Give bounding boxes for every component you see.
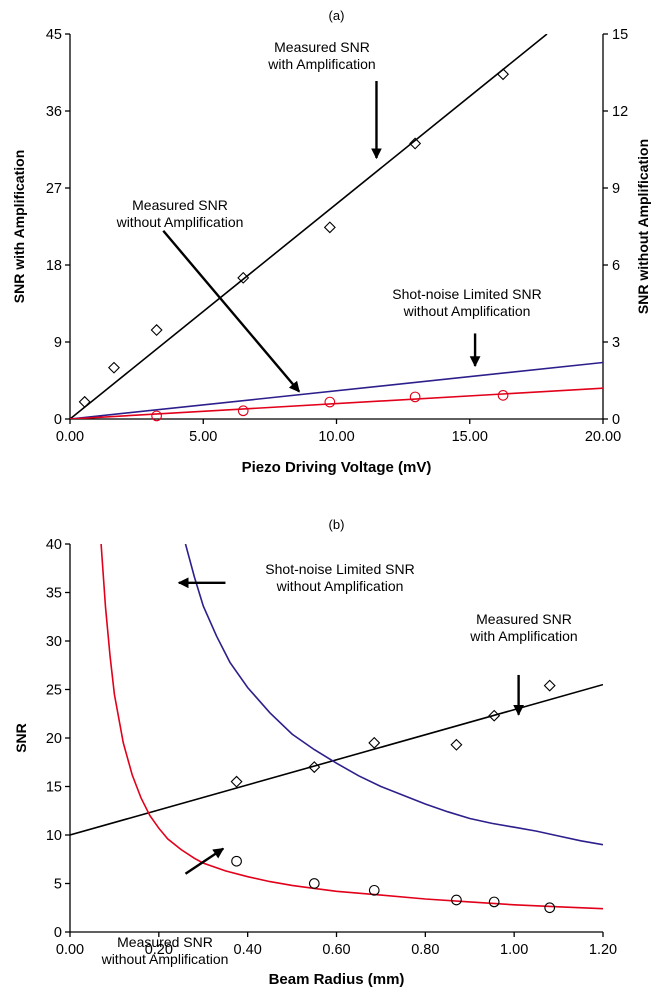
data-point-circle bbox=[151, 410, 162, 422]
data-point-diamond bbox=[78, 395, 91, 408]
y-tick-label: 30 bbox=[46, 634, 62, 650]
y-axis-right-label: SNR without Amplification bbox=[635, 139, 651, 314]
data-point-circle bbox=[488, 896, 500, 908]
y-right-tick-label: 12 bbox=[612, 104, 628, 120]
data-point-diamond bbox=[543, 679, 556, 692]
x-axis-label: Piezo Driving Voltage (mV) bbox=[242, 459, 432, 476]
x-tick-label: 10.00 bbox=[318, 429, 354, 445]
x-tick-label: 1.00 bbox=[500, 942, 528, 958]
y-tick-label: 0 bbox=[54, 412, 62, 428]
x-tick-label: 0.60 bbox=[322, 942, 350, 958]
chart-title: (a) bbox=[329, 8, 345, 23]
annotation-arrow bbox=[184, 847, 225, 875]
y-tick-label: 10 bbox=[46, 828, 62, 844]
annotation-text: without Amplification bbox=[101, 951, 229, 967]
data-point-diamond bbox=[107, 361, 120, 374]
data-point-circle bbox=[231, 855, 242, 867]
data-point-diamond bbox=[409, 137, 422, 150]
data-point-circle bbox=[308, 878, 320, 889]
data-point-circle bbox=[368, 884, 380, 896]
x-axis-label: Beam Radius (mm) bbox=[269, 971, 405, 988]
chart-title: (b) bbox=[329, 517, 345, 532]
data-point-diamond bbox=[368, 736, 381, 749]
data-point-circle bbox=[237, 405, 249, 417]
annotation-arrow bbox=[162, 230, 301, 393]
y-tick-label: 15 bbox=[46, 780, 62, 796]
x-tick-label: 5.00 bbox=[189, 429, 217, 445]
series-line bbox=[70, 34, 548, 419]
x-tick-label: 0.40 bbox=[234, 942, 262, 958]
data-point-diamond bbox=[323, 221, 336, 234]
y-right-tick-label: 0 bbox=[612, 412, 620, 428]
series-line bbox=[70, 361, 603, 419]
series-line bbox=[70, 387, 603, 419]
x-tick-label: 20.00 bbox=[585, 429, 621, 445]
annotation-text: Measured SNR bbox=[132, 197, 228, 213]
data-point-circle bbox=[497, 390, 509, 401]
y-tick-label: 36 bbox=[46, 104, 62, 120]
x-tick-label: 0.80 bbox=[411, 942, 439, 958]
x-tick-label: 0.00 bbox=[56, 942, 84, 958]
y-tick-label: 35 bbox=[46, 586, 62, 602]
annotation-text: Shot-noise Limited SNR bbox=[392, 286, 541, 302]
series-line bbox=[100, 544, 603, 910]
x-tick-label: 0.00 bbox=[56, 429, 84, 445]
data-point-circle bbox=[324, 396, 336, 408]
y-tick-label: 18 bbox=[46, 258, 62, 274]
annotation-text: Measured SNR bbox=[476, 611, 572, 627]
x-tick-label: 0.20 bbox=[145, 942, 173, 958]
y-tick-label: 9 bbox=[54, 335, 62, 351]
data-point-circle bbox=[451, 894, 462, 906]
y-tick-label: 5 bbox=[54, 877, 62, 893]
annotation-text: Measured SNR bbox=[274, 39, 370, 55]
y-right-tick-label: 9 bbox=[612, 181, 620, 197]
data-point-diamond bbox=[230, 775, 243, 788]
annotation-text: without Amplification bbox=[276, 578, 404, 594]
y-tick-label: 27 bbox=[46, 181, 62, 197]
x-tick-label: 1.20 bbox=[589, 942, 617, 958]
annotation-text: Measured SNR bbox=[117, 934, 213, 950]
annotation-text: Shot-noise Limited SNR bbox=[265, 561, 414, 577]
annotation-text: with Amplification bbox=[267, 56, 375, 72]
annotation-text: without Amplification bbox=[116, 214, 244, 230]
y-right-tick-label: 3 bbox=[612, 335, 620, 351]
chart-1: (a)0.00 5.00 10.00 15.00 20.0009182736450369… bbox=[11, 8, 651, 476]
y-tick-label: 25 bbox=[46, 683, 62, 699]
y-right-tick-label: 15 bbox=[612, 27, 628, 43]
data-point-diamond bbox=[450, 738, 463, 751]
y-axis-label: SNR with Amplification bbox=[11, 150, 27, 303]
annotation-text: with Amplification bbox=[469, 628, 577, 644]
series-line bbox=[184, 544, 603, 846]
data-point-circle bbox=[544, 902, 556, 914]
data-point-diamond bbox=[150, 324, 163, 337]
y-tick-label: 45 bbox=[46, 27, 62, 43]
series-line bbox=[70, 683, 603, 836]
y-tick-label: 20 bbox=[46, 731, 62, 747]
annotation-text: without Amplification bbox=[403, 303, 531, 319]
chart-2: (b) 0.00 0.20 0.40 0.60 0.80 1.00 1.20 0 5 10 15 20 2… bbox=[13, 517, 617, 988]
y-right-tick-label: 6 bbox=[612, 258, 620, 274]
data-point-diamond bbox=[497, 68, 510, 81]
y-axis-label: SNR bbox=[13, 723, 29, 753]
y-tick-label: 0 bbox=[54, 925, 62, 941]
data-point-circle bbox=[409, 391, 421, 403]
y-tick-label: 40 bbox=[46, 537, 62, 553]
x-tick-label: 15.00 bbox=[452, 429, 488, 445]
